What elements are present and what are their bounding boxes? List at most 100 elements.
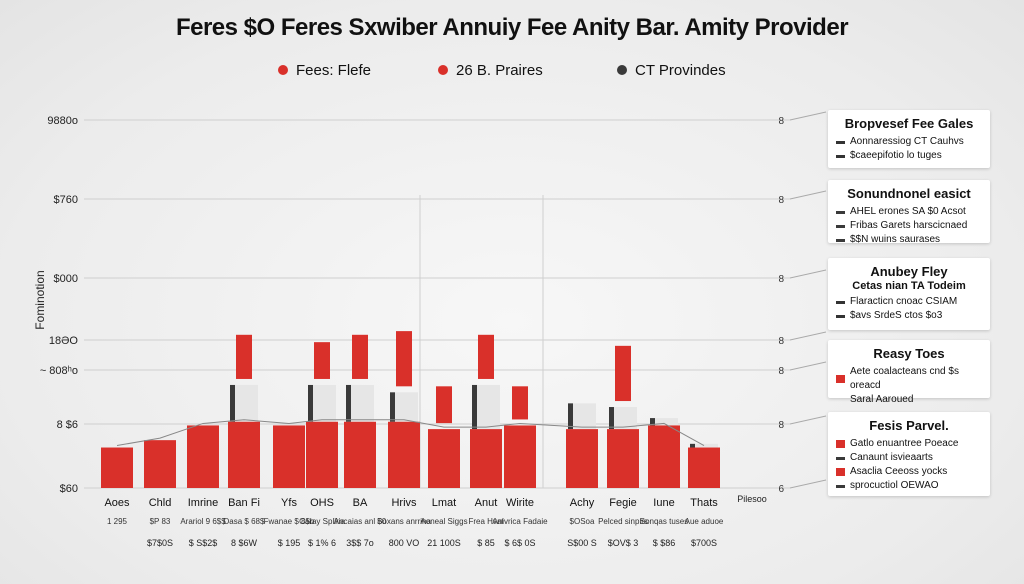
bar-dark	[609, 407, 614, 430]
bar-main	[388, 421, 420, 488]
bar-dark	[472, 384, 477, 430]
side-box-fley: Anubey Fley Cetas nian TA Todeim Flaract…	[828, 258, 990, 330]
right-tick-label: 6	[778, 484, 784, 495]
sub-value: $700S	[691, 538, 717, 548]
bar-light	[690, 443, 718, 448]
x-tick-label: Aoes	[104, 497, 130, 509]
y-tick-label: $60	[60, 483, 78, 495]
side-box-row-text: Asaclia Ceeoss yocks	[850, 466, 948, 477]
bar-main	[470, 429, 502, 488]
y-tick-label: $000	[54, 273, 78, 285]
bar-dark	[230, 384, 235, 422]
x-tick-label: Wirite	[506, 497, 534, 509]
legend-label: CT Provindes	[635, 61, 726, 79]
side-box-row-text: Aonnaressiog CT Cauhvs	[850, 136, 964, 147]
y-tick-label: 18ƏO	[49, 335, 79, 347]
bar-dark	[568, 403, 573, 430]
side-box-row: $avs SrdeS ctos $o3	[836, 309, 982, 323]
row-marker-icon	[836, 484, 845, 488]
side-box-subtitle: Cetas nian TA Todeim	[852, 280, 966, 292]
sub-label: Arariol 9 6$$	[180, 517, 226, 526]
sub-label: Caray Spliria	[299, 517, 345, 526]
right-tick-label: 8	[778, 336, 784, 347]
side-box-row-text: Aete coalacteans cnd $s oreacd	[850, 366, 959, 391]
side-box-row: sprocuctiol OEWAO	[836, 479, 982, 493]
bar-dark	[346, 384, 351, 422]
side-box-title: Anubey Fley	[870, 264, 948, 279]
legend-swatch	[617, 65, 627, 75]
sub-value: $OV$ 3	[608, 538, 639, 548]
y-tick-label: 9880o	[47, 115, 78, 127]
legend-swatch	[438, 65, 448, 75]
side-box-row-text: Saral Aaroued	[850, 394, 914, 405]
right-tick-label: 8	[778, 195, 784, 206]
bar-top	[615, 345, 631, 402]
bar-main	[688, 447, 720, 488]
sub-label: Anivrica Fadaie	[492, 517, 548, 526]
bar-top	[512, 386, 528, 420]
x-tick-label: Fegie	[609, 497, 637, 509]
x-tick-label: Chld	[149, 497, 172, 509]
legend-item-fees: Fees: Flefe	[278, 60, 371, 80]
side-box-row-text: Gatlo enuantree Poeace	[850, 438, 959, 449]
side-box-toes: Reasy Toes Aete coalacteans cnd $s oreac…	[828, 340, 990, 405]
side-box-row-text: Canaunt isvieaarts	[850, 452, 933, 463]
bar-main	[273, 425, 305, 488]
sub-label: Fwanae $ 8$b	[264, 517, 315, 526]
bar-dark	[308, 384, 313, 422]
sub-value: 8 $6W	[231, 538, 258, 548]
side-box-parvel: Fesis Parvel. Gatlo enuantree Poeace Can…	[828, 412, 990, 496]
row-marker-icon	[836, 300, 845, 304]
sub-label: Dasa $ 68$	[224, 517, 265, 526]
side-box-row: Aonnaressiog CT Cauhvs	[836, 135, 982, 149]
row-marker-icon	[836, 224, 845, 228]
connector-line	[789, 415, 827, 425]
y-axis-label: Fominotion	[33, 270, 47, 329]
side-box-row: $$N wuins saurases	[836, 233, 982, 247]
bar-dark	[390, 392, 395, 422]
bar-main	[607, 429, 639, 488]
row-marker-icon	[836, 468, 845, 476]
row-marker-icon	[836, 440, 845, 448]
sub-label: $OSoa	[570, 517, 595, 526]
bar-top	[478, 334, 494, 379]
sub-value: $ 195	[278, 538, 301, 548]
row-marker-icon	[836, 154, 845, 158]
right-tick-label: 8	[778, 420, 784, 431]
side-box-title: Reasy Toes	[873, 346, 945, 361]
bar-main	[306, 421, 338, 488]
connector-line	[789, 479, 827, 489]
side-box-row-text: $$N wuins saurases	[850, 234, 941, 245]
x-tick-label: Anut	[475, 497, 498, 509]
side-box-title: Bropvesef Fee Gales	[844, 116, 974, 131]
bar-top	[236, 334, 252, 379]
sub-label: Ancaias anl $0	[334, 517, 387, 526]
side-box-row: $caeepifotio lo tuges	[836, 149, 982, 163]
y-tick-label: 8 $6	[57, 419, 78, 431]
side-box-row: AHEL erones SA $0 Acsot	[836, 205, 982, 219]
bar-main	[566, 429, 598, 488]
sub-label: $P 83	[150, 517, 171, 526]
x-tick-label: Hrivs	[391, 497, 417, 509]
bar-main	[428, 429, 460, 488]
side-box-row-text: Fribas Garets harscicnaed	[850, 220, 968, 231]
legend-item-praires: 26 B. Praires	[438, 60, 543, 80]
sub-label: Frea Hvat	[468, 517, 504, 526]
sub-label: Sonqas tuses	[640, 517, 688, 526]
row-marker-icon	[836, 314, 845, 318]
connector-line	[789, 269, 827, 279]
connector-line	[789, 190, 827, 200]
x-tick-label: Ban Fi	[228, 497, 260, 509]
sub-value: 3$$ 7o	[346, 538, 374, 548]
sub-value: 21 100S	[427, 538, 461, 548]
bar-main	[504, 425, 536, 488]
side-box-row-text: $avs SrdeS ctos $o3	[850, 310, 943, 321]
x-tick-label: Iune	[653, 497, 674, 509]
sub-label: Aue aduoe	[685, 517, 724, 526]
side-box-row: Flaracticn cnoac CSIAM	[836, 295, 982, 309]
sub-value: $ 1% 6	[308, 538, 336, 548]
side-box-row: Canaunt isvieaarts	[836, 451, 982, 465]
bar-top	[396, 331, 412, 387]
right-tick-label: 8	[778, 366, 784, 377]
